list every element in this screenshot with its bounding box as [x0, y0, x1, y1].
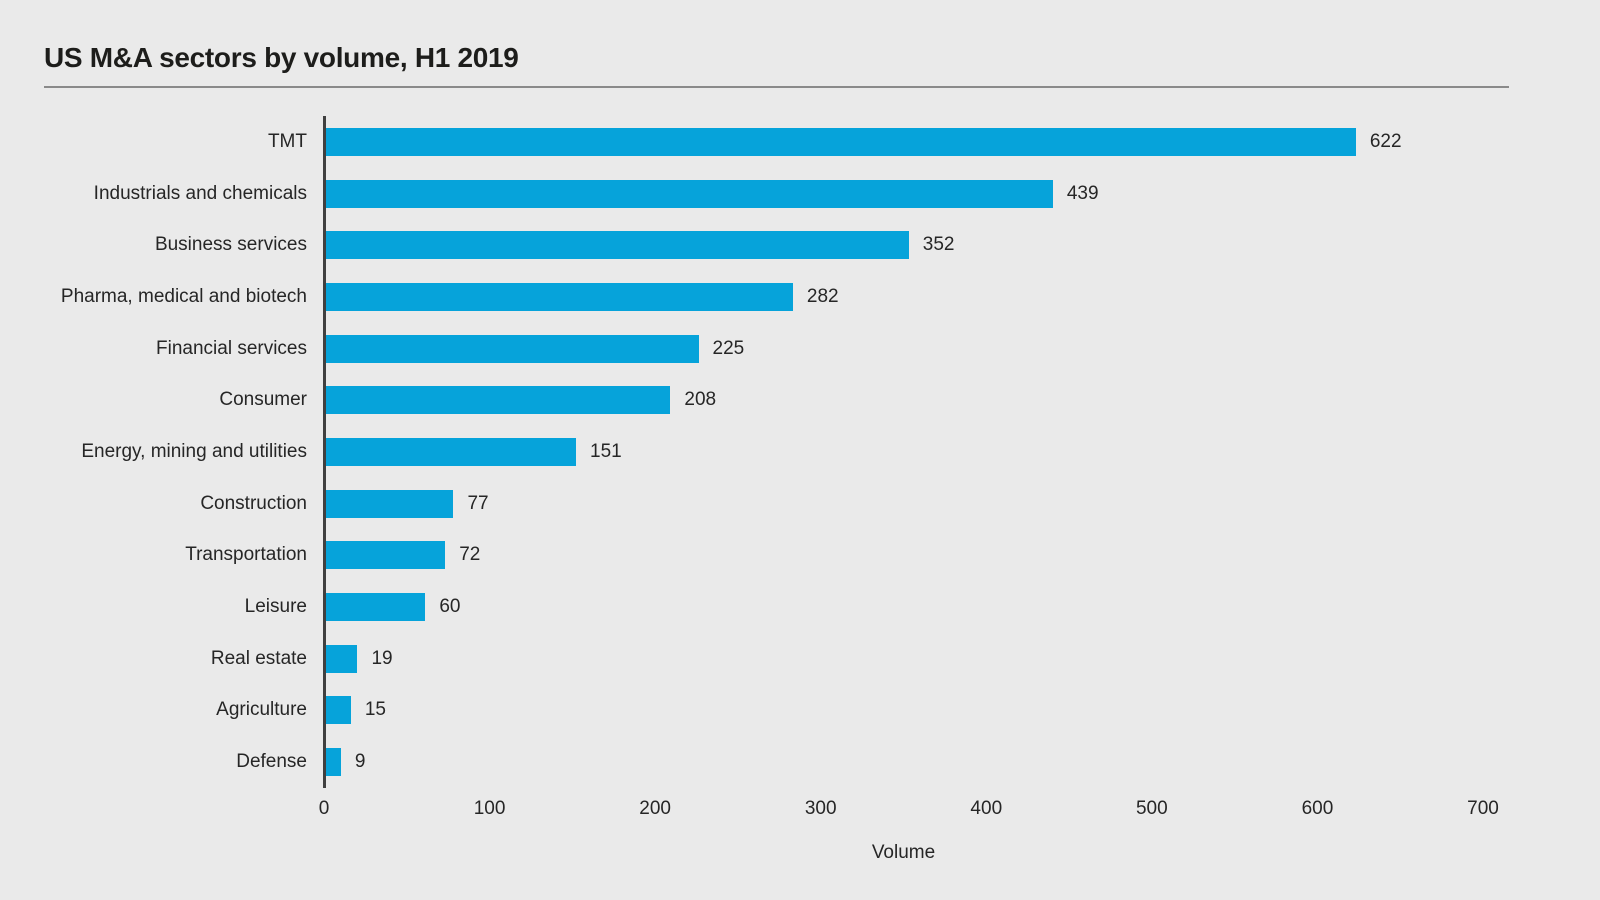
bar — [326, 127, 1356, 156]
category-label: Defense — [236, 751, 307, 773]
value-label: 151 — [590, 440, 622, 462]
bar — [326, 231, 909, 260]
bar-row: Leisure 60 — [0, 581, 1600, 633]
category-label: Financial services — [156, 337, 307, 359]
bar-zone: 15 — [326, 685, 1600, 737]
bar-zone: 225 — [326, 323, 1600, 375]
bar-row: Consumer 208 — [0, 374, 1600, 426]
x-tick-label: 200 — [639, 798, 671, 819]
bar — [326, 748, 341, 777]
bar-zone: 19 — [326, 633, 1600, 685]
value-label: 9 — [354, 751, 366, 773]
bar — [326, 696, 351, 725]
category-label: TMT — [267, 130, 307, 152]
bar-zone: 282 — [326, 271, 1600, 323]
bar-zone: 439 — [326, 168, 1600, 220]
bar-row: Defense 9 — [0, 736, 1600, 788]
value-label: 15 — [364, 699, 386, 721]
bar-zone: 72 — [326, 530, 1600, 582]
bar — [326, 386, 671, 415]
bar-zone: 151 — [326, 426, 1600, 478]
x-tick-label: 300 — [804, 798, 837, 819]
bar-zone: 208 — [326, 374, 1600, 426]
value-label: 60 — [439, 596, 461, 618]
x-tick-label: 400 — [970, 798, 1003, 819]
category-label: Agriculture — [216, 699, 307, 721]
value-label: 208 — [684, 389, 717, 411]
category-label: Construction — [200, 492, 307, 514]
bar — [326, 593, 426, 622]
bar-zone: 60 — [326, 581, 1600, 633]
category-label: Energy, mining and utilities — [81, 440, 307, 462]
bar-row: Industrials and chemicals 439 — [0, 168, 1600, 220]
bar-row: Agriculture 15 — [0, 685, 1600, 737]
x-tick-label: 600 — [1301, 798, 1334, 819]
bar-zone: 352 — [326, 219, 1600, 271]
x-axis-ticks: 0 100 200 300 400 500 600 700 — [0, 798, 1600, 824]
value-label: 622 — [1369, 130, 1402, 152]
bar-row: Energy, mining and utilities 151 — [0, 426, 1600, 478]
bar-chart: TMT 622 Industrials and chemicals 439 Busine… — [0, 116, 1600, 788]
x-tick-label: 0 — [318, 798, 330, 819]
category-label: Transportation — [185, 544, 307, 566]
title-divider — [44, 86, 1509, 88]
bar — [326, 334, 699, 363]
category-label: Consumer — [219, 389, 307, 411]
category-label: Business services — [154, 234, 307, 256]
x-tick-label: 100 — [473, 798, 506, 819]
x-tick-label: 500 — [1135, 798, 1168, 819]
bar-row: Pharma, medical and biotech 282 — [0, 271, 1600, 323]
y-axis-line — [323, 116, 326, 788]
bar — [326, 644, 358, 673]
category-label: Pharma, medical and biotech — [60, 285, 307, 307]
bar-row: Transportation 72 — [0, 530, 1600, 582]
x-axis-title: Volume — [871, 842, 936, 863]
bar — [326, 437, 576, 466]
bar — [326, 541, 446, 570]
bar-row: Real estate 19 — [0, 633, 1600, 685]
bar — [326, 282, 793, 311]
bar-zone: 9 — [326, 736, 1600, 788]
value-label: 19 — [371, 647, 393, 669]
value-label: 77 — [467, 492, 489, 514]
category-label: Real estate — [210, 647, 307, 669]
value-label: 352 — [922, 234, 955, 256]
value-label: 439 — [1066, 182, 1099, 204]
bar — [326, 489, 454, 518]
bar-row: Construction 77 — [0, 478, 1600, 530]
bar-zone: 77 — [326, 478, 1600, 530]
bar — [326, 179, 1053, 208]
category-label: Leisure — [244, 596, 307, 618]
x-tick-label: 700 — [1467, 798, 1499, 819]
value-label: 225 — [712, 337, 745, 359]
bar-row: Financial services 225 — [0, 323, 1600, 375]
value-label: 72 — [459, 544, 481, 566]
bar-row: TMT 622 — [0, 116, 1600, 168]
value-label: 282 — [806, 285, 839, 307]
bar-row: Business services 352 — [0, 219, 1600, 271]
bar-zone: 622 — [326, 116, 1600, 168]
category-label: Industrials and chemicals — [93, 182, 307, 204]
chart-title: US M&A sectors by volume, H1 2019 — [44, 42, 519, 73]
bar-rows: TMT 622 Industrials and chemicals 439 Busine… — [0, 116, 1600, 788]
